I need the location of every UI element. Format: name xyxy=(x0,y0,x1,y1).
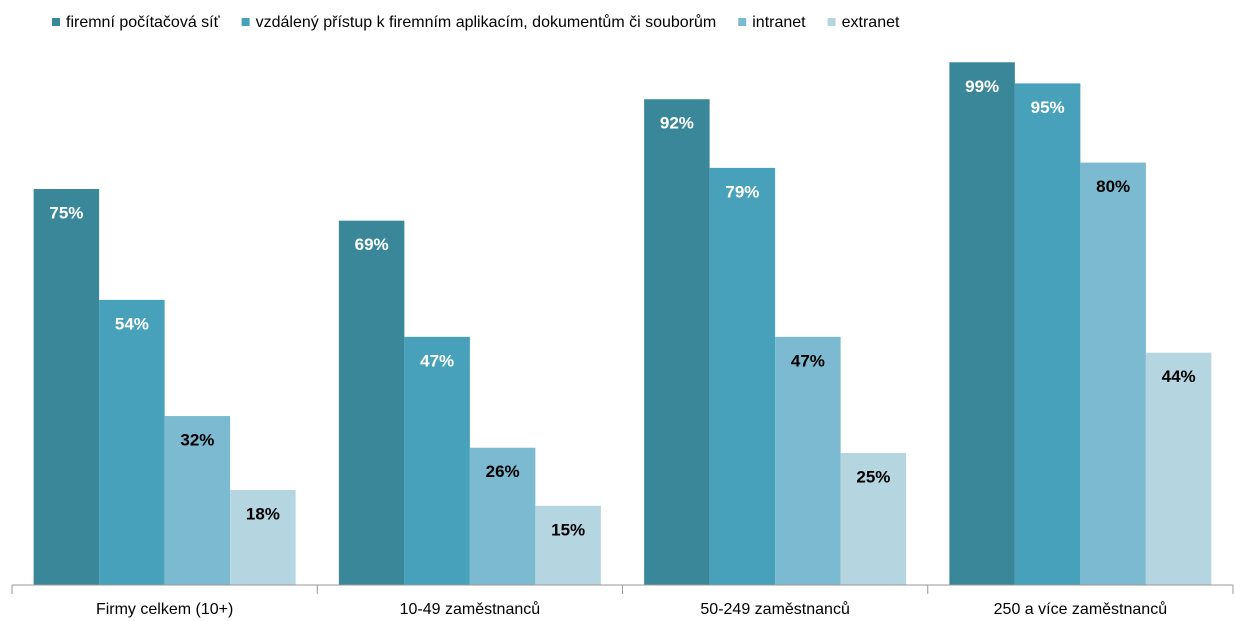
value-label: 79% xyxy=(725,182,759,201)
legend-label: vzdálený přístup k firemním aplikacím, d… xyxy=(256,13,717,31)
legend-label: intranet xyxy=(752,14,806,31)
bar xyxy=(709,167,776,585)
value-label: 80% xyxy=(1096,177,1130,196)
x-tick-label: 50-249 zaměstnanců xyxy=(700,600,849,618)
value-label: 15% xyxy=(551,520,585,539)
x-tick-label: 10-49 zaměstnanců xyxy=(400,600,541,618)
value-label: 54% xyxy=(115,314,149,333)
bar xyxy=(775,336,841,585)
value-label: 25% xyxy=(856,467,890,486)
x-tick-label: 250 a více zaměstnanců xyxy=(994,600,1167,618)
value-label: 26% xyxy=(486,462,520,481)
value-label: 99% xyxy=(965,77,999,96)
bar xyxy=(949,62,1015,585)
value-label: 47% xyxy=(420,351,454,370)
legend-swatch xyxy=(738,18,747,26)
bar xyxy=(33,189,100,585)
legend-swatch xyxy=(827,18,836,26)
bar xyxy=(1014,83,1081,586)
bar xyxy=(840,453,907,585)
bar xyxy=(338,220,405,585)
bar xyxy=(99,299,165,585)
value-label: 32% xyxy=(180,431,214,450)
bar xyxy=(164,416,231,585)
bar xyxy=(230,489,296,585)
legend-label: extranet xyxy=(842,14,900,31)
bar xyxy=(1145,352,1212,585)
bar xyxy=(535,505,601,585)
bar xyxy=(469,447,536,585)
legend-label: firemní počítačová síť xyxy=(66,14,221,31)
value-label: 18% xyxy=(246,504,280,523)
x-tick-label: Firmy celkem (10+) xyxy=(96,601,233,618)
value-label: 69% xyxy=(355,235,389,254)
bar xyxy=(1080,162,1146,585)
legend-swatch xyxy=(241,18,250,26)
value-label: 92% xyxy=(660,114,694,133)
bar xyxy=(644,99,710,586)
value-label: 44% xyxy=(1162,367,1196,386)
value-label: 47% xyxy=(791,351,825,370)
bar xyxy=(404,336,470,585)
legend-swatch xyxy=(52,18,60,26)
value-label: 75% xyxy=(49,203,83,222)
value-label: 95% xyxy=(1031,98,1065,117)
